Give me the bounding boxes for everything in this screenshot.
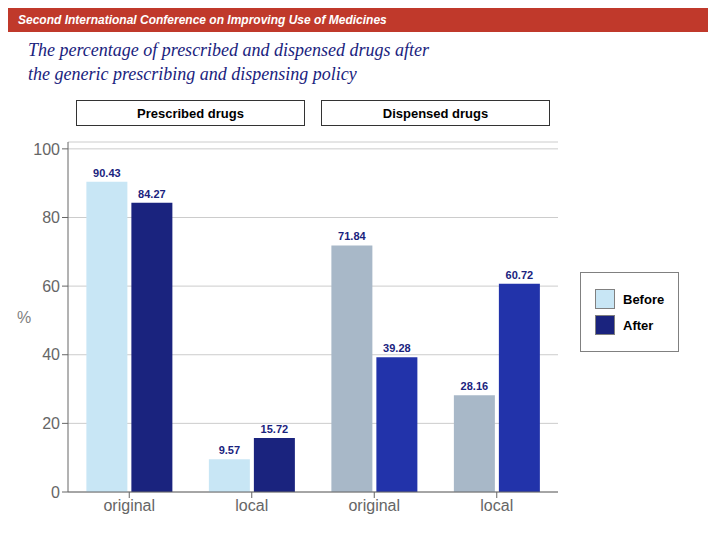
svg-text:60.72: 60.72 xyxy=(506,269,534,281)
svg-text:84.27: 84.27 xyxy=(138,188,166,200)
svg-text:9.57: 9.57 xyxy=(219,444,240,456)
svg-text:60: 60 xyxy=(42,278,60,295)
svg-text:100: 100 xyxy=(33,141,60,158)
svg-text:original: original xyxy=(348,497,400,514)
html-text:the generic prescribing and di: the generic prescribing and dispensing p… xyxy=(28,64,357,84)
svg-text:39.28: 39.28 xyxy=(383,342,411,354)
svg-text:28.16: 28.16 xyxy=(461,380,489,392)
svg-text:90.43: 90.43 xyxy=(93,167,121,179)
svg-text:0: 0 xyxy=(51,484,60,501)
svg-text:%: % xyxy=(17,309,31,326)
svg-text:local: local xyxy=(480,497,513,514)
html-text:Second International Conferenc: Second International Conference on Impro… xyxy=(18,13,387,27)
svg-text:local: local xyxy=(235,497,268,514)
svg-text:71.84: 71.84 xyxy=(338,230,366,242)
svg-text:80: 80 xyxy=(42,209,60,226)
svg-text:original: original xyxy=(103,497,155,514)
html-text:The percentage of prescribed a: The percentage of prescribed and dispens… xyxy=(28,40,430,60)
html-text:After: After xyxy=(623,317,654,333)
html-text:Before: Before xyxy=(623,291,665,307)
html-text:Dispensed drugs: Dispensed drugs xyxy=(382,105,489,121)
svg-text:40: 40 xyxy=(42,346,60,363)
svg-text:15.72: 15.72 xyxy=(261,423,289,435)
html-text:Prescribed drugs: Prescribed drugs xyxy=(137,105,244,121)
svg-text:20: 20 xyxy=(42,415,60,432)
